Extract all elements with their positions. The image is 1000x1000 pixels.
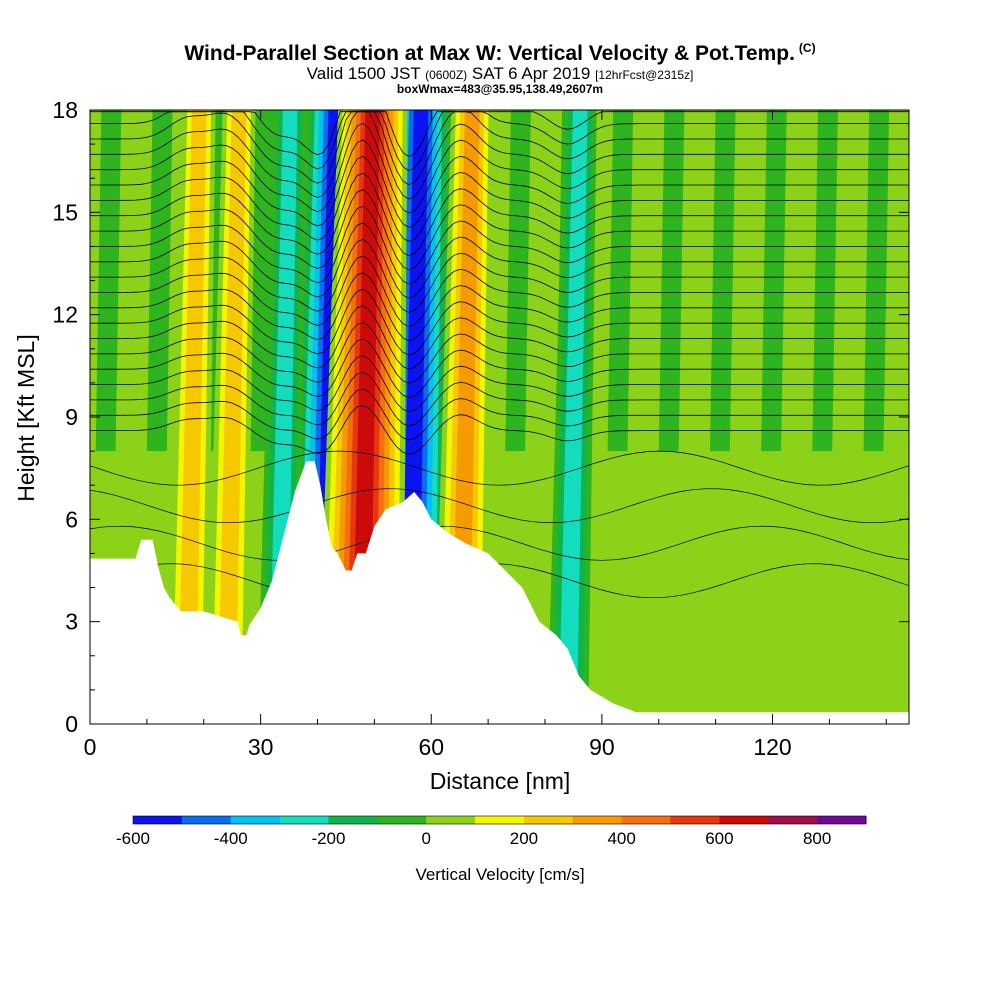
theta-contour (90, 156, 909, 242)
theta-contour (90, 488, 909, 524)
x-tick-label: 30 (248, 734, 274, 760)
theta-contour (90, 371, 909, 427)
weak-sink-band (658, 110, 685, 452)
theta-contour (90, 563, 909, 599)
weak-sink-band (761, 110, 787, 452)
colorbar-swatch (328, 816, 378, 824)
theta-contour (90, 450, 909, 486)
theta-contour (90, 111, 909, 200)
colorbar-swatch (426, 816, 476, 824)
theta-contour (90, 272, 909, 342)
colorbar-tick-label: 400 (607, 829, 635, 848)
y-tick-label: 0 (65, 711, 78, 737)
colorbar-tick-label: 200 (510, 829, 538, 848)
y-tick-label: 18 (52, 97, 78, 123)
theta-contours (90, 111, 909, 599)
colorbar-tick-label: 0 (421, 829, 430, 848)
colorbar-swatch (475, 816, 525, 824)
colorbar-tick-label: 600 (705, 829, 733, 848)
y-tick-label: 9 (65, 404, 78, 430)
colorbar-swatch (621, 816, 672, 824)
colorbar-swatch (133, 816, 183, 824)
theta-contour (90, 288, 909, 356)
theta-contour (90, 139, 909, 228)
colorbar-swatch (719, 816, 769, 824)
box-info: boxWmax=483@35.95,138.49,2607m (396, 82, 604, 96)
theta-contour (90, 322, 909, 384)
valid-date: SAT 6 Apr 2019 (471, 64, 591, 83)
theta-contour (90, 305, 909, 370)
colorbar-swatch (279, 816, 329, 824)
theta-contour (90, 338, 909, 398)
theta-contour (90, 222, 909, 299)
theta-contour (90, 172, 909, 257)
theta-contour (90, 122, 909, 214)
colorbar-swatch (181, 816, 232, 824)
terrain-mask (90, 461, 909, 724)
colorbar-tick-label: -200 (311, 829, 345, 848)
x-axis-title: Distance [nm] (430, 768, 571, 794)
updraft-band (217, 110, 247, 724)
theta-contour (90, 355, 909, 413)
theta-contour (90, 239, 909, 313)
colorbar-swatch (572, 816, 623, 824)
x-tick-label: 60 (418, 734, 444, 760)
theta-contour (90, 255, 909, 327)
theta-contour (90, 525, 909, 561)
colorbar-frame (132, 815, 867, 825)
y-tick-label: 15 (52, 199, 78, 225)
theta-contour (90, 205, 909, 285)
colorbar-swatch (377, 816, 427, 824)
theta-contour (90, 405, 909, 455)
y-tick-label: 3 (65, 609, 78, 635)
axis-ticks: 0 30 60 90 120 0 3 6 9 12 15 18 (52, 97, 909, 760)
colorbar: -600 -400 -200 0 200 400 600 800 (116, 815, 867, 848)
chart-title: Wind-Parallel Section at Max W: Vertical… (0, 36, 1000, 66)
y-tick-label: 6 (65, 506, 78, 532)
chart-title-text: Wind-Parallel Section at Max W: Vertical… (184, 42, 795, 65)
forecast-info: [12hrFcst@2315z] (595, 68, 694, 82)
x-tick-label: 120 (753, 734, 791, 760)
colorbar-swatch (768, 816, 818, 824)
valid-time: Valid 1500 JST (306, 64, 421, 83)
colorbar-swatch (523, 816, 574, 824)
weak-sink-band (146, 110, 173, 452)
weak-sink-band (709, 110, 736, 452)
updraft-band (177, 110, 207, 724)
valid-utc: (0600Z) (425, 68, 468, 82)
weak-sink-band (863, 110, 890, 452)
weak-sink-band (607, 110, 634, 452)
chart-title-block: Wind-Parallel Section at Max W: Vertical… (0, 36, 1000, 96)
colorbar-title: Vertical Velocity [cm/s] (415, 865, 584, 884)
colorbar-tick-label: -600 (116, 829, 150, 848)
colorbar-swatch (230, 816, 281, 824)
weak-sink-band (95, 110, 122, 452)
colorbar-swatch (670, 816, 720, 824)
colorbar-tick-label: -400 (214, 829, 248, 848)
theta-contour (90, 111, 909, 186)
y-tick-label: 12 (52, 302, 78, 328)
weak-sink-band (505, 110, 531, 452)
y-axis-title: Height [Kft MSL] (13, 334, 39, 501)
colorbar-tick-label: 800 (803, 829, 831, 848)
theta-contour (90, 388, 909, 441)
colorbar-swatch (817, 816, 867, 824)
x-tick-label: 90 (589, 734, 615, 760)
theta-contour (90, 189, 909, 271)
chart-subtitle: Valid 1500 JST (0600Z) SAT 6 Apr 2019 [1… (0, 64, 1000, 83)
x-tick-label: 0 (84, 734, 97, 760)
weak-sink-band (812, 110, 838, 452)
copyright-mark: (C) (798, 41, 816, 55)
downdraft-band (558, 110, 588, 724)
